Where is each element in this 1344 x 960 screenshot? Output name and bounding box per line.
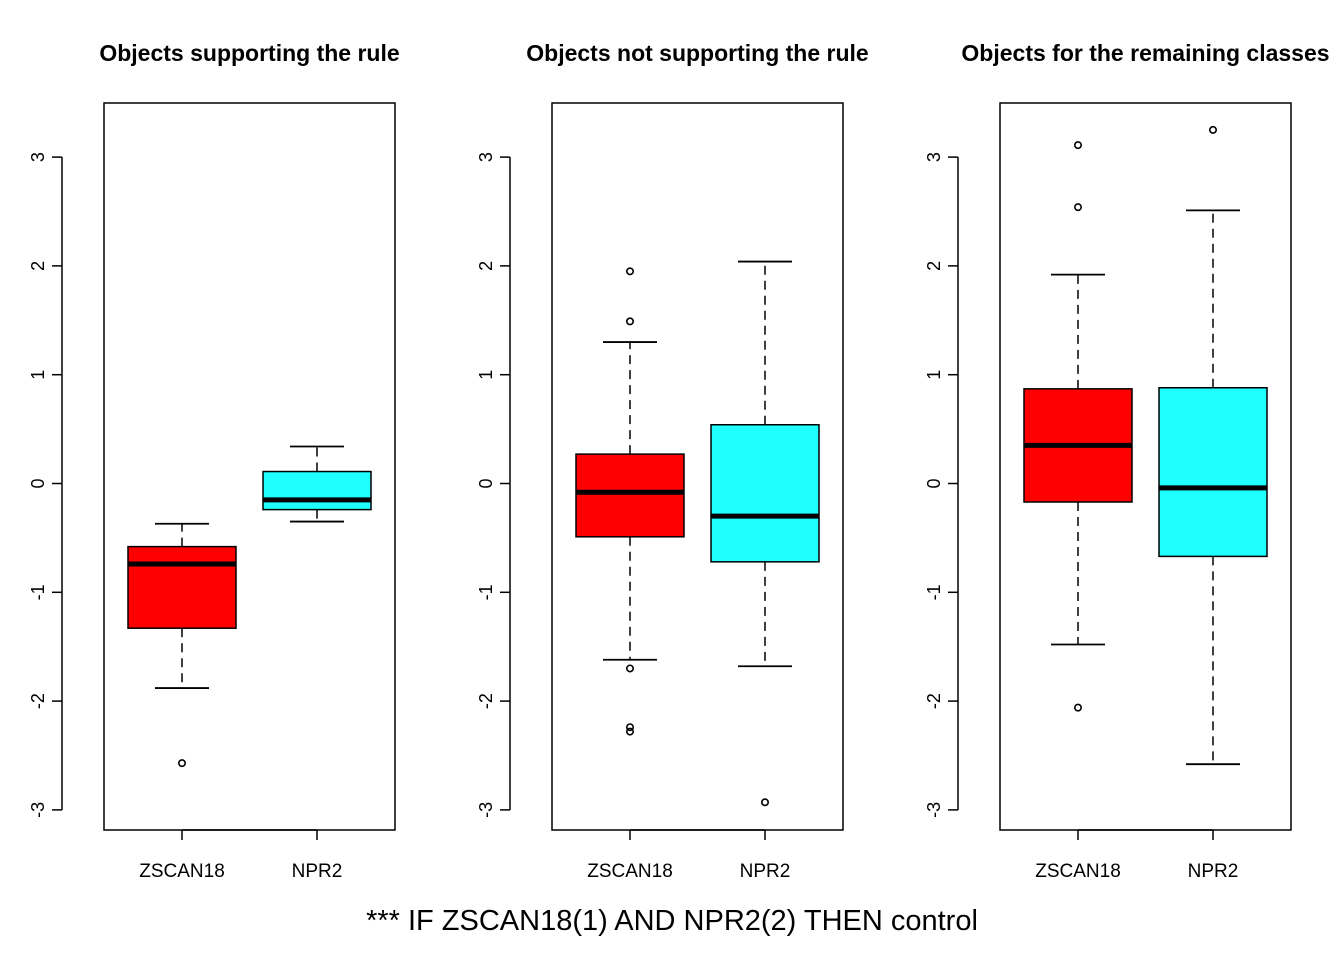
x-tick-label: NPR2 [1188, 861, 1239, 882]
y-tick-label: -2 [476, 693, 496, 709]
y-tick-label: 0 [28, 478, 48, 488]
iqr-box [1158, 387, 1268, 558]
y-tick-label: 0 [476, 478, 496, 488]
x-tick-label: ZSCAN18 [587, 861, 673, 882]
box-npr2 [1158, 125, 1268, 766]
outlier-point [625, 664, 634, 673]
y-tick-label: 3 [28, 152, 48, 162]
chart-panel: Objects not supporting the rule -3 -2 -1 0 1 2… [476, 40, 869, 882]
outlier-point [625, 727, 634, 736]
rule-caption: *** IF ZSCAN18(1) AND NPR2(2) THEN contr… [366, 905, 978, 937]
y-tick-label: -1 [28, 584, 48, 600]
chart-title: Objects supporting the rule [99, 40, 399, 66]
y-tick-label: -3 [28, 802, 48, 818]
box-zscan18 [1023, 141, 1133, 712]
y-tick-label: -3 [924, 802, 944, 818]
y-tick-label: 2 [28, 261, 48, 271]
chart-title: Objects for the remaining classes [961, 40, 1329, 66]
x-tick-label: ZSCAN18 [139, 861, 225, 882]
outlier-point [178, 759, 187, 768]
box-zscan18 [127, 522, 237, 768]
iqr-box [127, 545, 237, 629]
y-tick-label: -2 [924, 693, 944, 709]
outlier-point [625, 317, 634, 326]
x-tick-label: NPR2 [740, 861, 791, 882]
outlier-point [760, 798, 769, 807]
y-tick-label: 3 [924, 152, 944, 162]
chart-panel: Objects for the remaining classes -3 -2 -1 0… [924, 40, 1330, 882]
outlier-point [625, 267, 634, 276]
chart-panel: Objects supporting the rule -3 -2 -1 0 1 2 3 ZSC… [28, 40, 400, 882]
x-tick-label: NPR2 [292, 861, 343, 882]
panels: Objects supporting the rule -3 -2 -1 0 1 2 3 ZSC… [28, 40, 1330, 882]
iqr-box [575, 453, 685, 538]
y-tick-label: 2 [476, 261, 496, 271]
y-tick-label: 2 [924, 261, 944, 271]
outlier-point [1074, 703, 1083, 712]
y-tick-label: -2 [28, 693, 48, 709]
y-tick-label: 0 [924, 478, 944, 488]
y-tick-label: 1 [476, 370, 496, 380]
box-npr2 [262, 445, 372, 523]
y-tick-label: -3 [476, 802, 496, 818]
outlier-point [1074, 203, 1083, 212]
plot-frame [103, 102, 396, 831]
iqr-box [262, 470, 372, 511]
outlier-point [1074, 141, 1083, 150]
iqr-box [710, 423, 820, 563]
outlier-point [1209, 125, 1218, 134]
y-tick-label: 1 [924, 370, 944, 380]
y-tick-label: -1 [476, 584, 496, 600]
box-zscan18 [575, 267, 685, 736]
y-tick-label: 3 [476, 152, 496, 162]
y-tick-label: 1 [28, 370, 48, 380]
chart-title: Objects not supporting the rule [526, 40, 868, 66]
x-tick-label: ZSCAN18 [1035, 861, 1121, 882]
y-tick-label: -1 [924, 584, 944, 600]
box-npr2 [710, 260, 820, 807]
outlier-point [625, 723, 634, 732]
